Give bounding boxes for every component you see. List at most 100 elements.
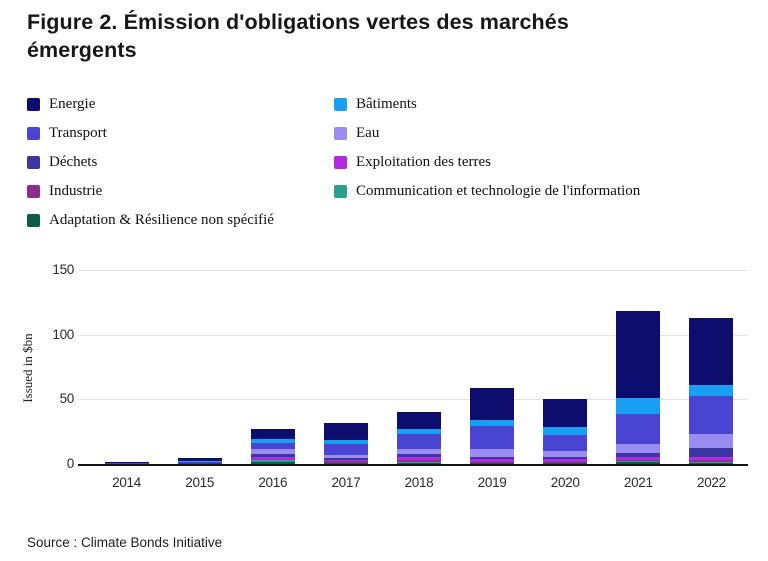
stacked-bar-2022 [689,317,734,464]
x-axis-labels: 2014 2015 2016 2017 2018 2019 2020 2021 2022 [90,475,748,490]
gridline [78,399,748,400]
bar-segment [396,411,441,430]
x-tick-label: 2014 [112,475,141,490]
bar-segment [396,429,441,435]
bar-slot-2018 [382,270,455,464]
bar-segment [250,439,295,444]
legend-item: Energie [27,96,95,112]
y-tick-label: 150 [52,262,74,277]
bar-segment [396,457,441,460]
bar-segment [104,463,149,464]
bar-segment [616,461,661,463]
legend-swatch [27,126,40,140]
bar-segment [323,458,368,461]
gridline [78,270,748,271]
bar-segment [177,461,222,464]
bar-segment [104,461,149,464]
legend-swatch [27,155,40,169]
bar-segment [689,447,734,457]
stacked-bar-2014 [104,461,149,464]
legend-item: Déchets [27,154,97,170]
bar-slot-2020 [529,270,602,464]
stacked-bar-2017 [323,422,368,464]
legend-item: Exploitation des terres [334,154,491,170]
bar-segment [396,434,441,450]
legend-label: Communication et technologie de l'inform… [356,182,641,199]
bar-segment [470,462,515,464]
stacked-bar-2019 [470,388,515,464]
legend-swatch [334,97,347,111]
legend-label: Adaptation & Résilience non spécifié [49,211,274,228]
x-tick-label: 2020 [550,475,580,490]
bar-segment [689,433,734,448]
bar-segment [396,463,441,464]
legend-swatch [334,184,347,198]
bar-segment [616,459,661,462]
bar-segment [616,453,661,458]
legend-label: Bâtiments [356,95,417,112]
bar-segment [616,443,661,454]
bar-segment [470,419,515,427]
bar-segment [250,443,295,450]
bar-segment [250,449,295,454]
bar-segment [396,454,441,458]
bar-segment [396,462,441,464]
bar-segment [543,399,588,428]
bar-segment [616,462,661,464]
x-tick-label: 2022 [697,475,726,490]
bar-segment [616,397,661,415]
legend-item: Bâtiments [334,96,417,112]
bar-segment [177,457,222,462]
legend-swatch [334,126,347,140]
x-tick-label: 2017 [331,475,361,490]
legend-item: Transport [27,125,107,141]
bar-segment [543,462,588,464]
bar-segment [323,439,368,444]
bar-segment [250,461,295,464]
legend-label: Eau [356,124,380,141]
legend-label: Energie [49,95,96,112]
legend-swatch [27,184,40,198]
bar-segment [323,462,368,464]
bar-segment [543,427,588,436]
bar-segment [689,385,734,397]
bar-segment [470,459,515,462]
bar-segment [543,459,588,462]
bar-segment [323,463,368,464]
x-axis-line [78,464,748,466]
bar-segment [470,461,515,463]
bar-segment [616,414,661,444]
bar-slot-2019 [456,270,529,464]
legend-swatch [334,155,347,169]
legend-label: Exploitation des terres [356,153,491,170]
gridline [78,335,748,336]
bar-segment [323,454,368,459]
bar-slot-2015 [163,270,236,464]
legend-item: Eau [334,125,379,141]
bar-segment [250,456,295,460]
bar-segment [470,457,515,460]
bar-segment [616,457,661,460]
bar-segment [616,311,661,398]
bar-segment [689,396,734,434]
bar-segment [323,460,368,462]
stacked-bar-2021 [616,311,661,464]
source-credit: Source : Climate Bonds Initiative [27,535,223,550]
legend-item: Communication et technologie de l'inform… [334,183,640,199]
bar-segment [689,462,734,464]
bar-segment [470,463,515,464]
x-tick-label: 2021 [623,475,653,490]
bar-slot-2016 [236,270,309,464]
y-tick-label: 100 [52,327,74,342]
bar-segment [470,388,515,420]
bar-segment [543,450,588,458]
y-tick-label: 0 [66,456,75,471]
legend-label: Transport [49,124,107,141]
x-tick-label: 2019 [477,475,507,490]
bar-slot-2017 [309,270,382,464]
bar-segment [323,461,368,463]
bar-segment [250,453,295,457]
legend-swatch [27,213,40,227]
